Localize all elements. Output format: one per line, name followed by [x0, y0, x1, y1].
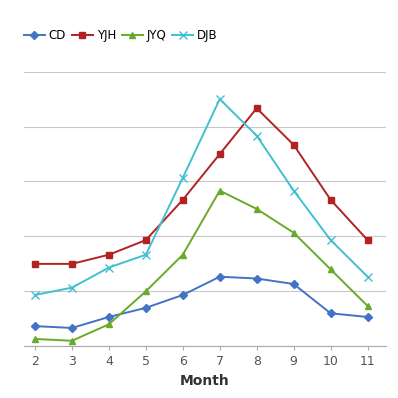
- CD: [107, 314, 111, 319]
- JYQ: [180, 252, 185, 257]
- YJH: [365, 238, 370, 242]
- Legend: CD, YJH, JYQ, DJB: CD, YJH, JYQ, DJB: [23, 28, 219, 43]
- JYQ: [254, 207, 259, 211]
- JYQ: [328, 267, 333, 272]
- YJH: [33, 261, 37, 266]
- CD: [217, 274, 222, 279]
- DJB: [143, 252, 148, 257]
- YJH: [291, 142, 296, 147]
- DJB: [217, 97, 222, 101]
- DJB: [107, 265, 111, 270]
- DJB: [291, 188, 296, 193]
- JYQ: [33, 337, 37, 341]
- DJB: [328, 238, 333, 242]
- YJH: [254, 106, 259, 111]
- YJH: [328, 197, 333, 202]
- Line: CD: CD: [32, 274, 371, 331]
- JYQ: [217, 188, 222, 193]
- DJB: [33, 293, 37, 297]
- CD: [70, 326, 74, 330]
- JYQ: [365, 304, 370, 308]
- CD: [143, 305, 148, 310]
- Line: DJB: DJB: [31, 95, 372, 299]
- CD: [180, 293, 185, 297]
- YJH: [143, 238, 148, 242]
- DJB: [180, 176, 185, 180]
- CD: [33, 324, 37, 328]
- CD: [328, 311, 333, 316]
- DJB: [365, 274, 370, 279]
- JYQ: [70, 338, 74, 343]
- DJB: [254, 133, 259, 138]
- JYQ: [143, 289, 148, 294]
- Line: JYQ: JYQ: [31, 187, 371, 344]
- YJH: [217, 152, 222, 156]
- X-axis label: Month: Month: [180, 374, 230, 388]
- YJH: [180, 197, 185, 202]
- YJH: [107, 252, 111, 257]
- CD: [365, 314, 370, 319]
- CD: [291, 282, 296, 287]
- CD: [254, 276, 259, 281]
- JYQ: [291, 230, 296, 235]
- Line: YJH: YJH: [31, 105, 371, 267]
- JYQ: [107, 322, 111, 327]
- DJB: [70, 285, 74, 290]
- YJH: [70, 261, 74, 266]
